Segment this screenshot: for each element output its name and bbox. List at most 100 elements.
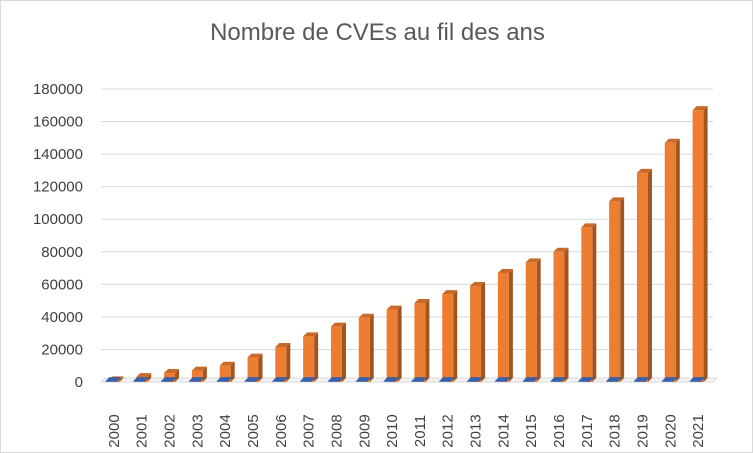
bar-2010-side [397, 305, 402, 382]
bar-2018 [609, 201, 621, 382]
bar-2017-top [581, 223, 597, 228]
base-bar-2020 [661, 381, 673, 382]
bar-2017-side [592, 223, 597, 382]
x-tick-label-2002: 2002 [162, 414, 179, 447]
base-bar-2014-top [494, 377, 510, 382]
base-bar-2007-top [300, 377, 316, 382]
bar-2002-side [175, 369, 180, 382]
base-bar-2017 [578, 381, 590, 382]
bar-2008-side [341, 322, 346, 382]
bar-2011-side [425, 299, 430, 382]
bar-2005-top [247, 353, 263, 358]
bar-2007 [303, 336, 315, 382]
base-bar-2010 [383, 381, 395, 382]
base-bar-2011-side [422, 377, 427, 382]
base-bar-2013 [467, 381, 479, 382]
base-bar-2000 [105, 381, 117, 382]
base-bar-2004 [216, 381, 228, 382]
base-bar-2003-top [188, 377, 204, 382]
base-bar-2000-top [105, 377, 121, 382]
base-bar-2012-side [450, 377, 455, 382]
bar-2001-side [147, 373, 152, 382]
x-tick-label-2006: 2006 [273, 414, 290, 447]
y-tick-label: 100000 [33, 211, 83, 228]
x-tick-label-2021: 2021 [690, 414, 707, 447]
bar-2021-top [692, 106, 708, 111]
base-bar-2020-top [661, 377, 677, 382]
base-bar-2002-top [161, 377, 177, 382]
bar-2007-top [303, 332, 319, 337]
y-tick-label: 140000 [33, 146, 83, 163]
bar-2008 [330, 326, 342, 382]
base-bar-2016-top [550, 377, 566, 382]
base-bar-2001 [133, 381, 145, 382]
x-tick-label-2000: 2000 [106, 414, 123, 447]
bar-2021 [692, 110, 704, 383]
y-tick-label: 120000 [33, 179, 83, 196]
bar-2020-side [675, 138, 680, 382]
x-tick-label-2009: 2009 [356, 414, 373, 447]
base-bar-2008 [327, 381, 339, 382]
base-bar-2021-side [700, 377, 705, 382]
bar-2014 [497, 272, 509, 382]
bar-2001-top [136, 373, 152, 378]
bar-2008-top [330, 322, 346, 327]
base-bar-2004-side [227, 377, 232, 382]
bar-2020-top [664, 138, 680, 143]
bar-2015 [525, 262, 537, 382]
bar-2006 [275, 347, 287, 382]
base-bar-2005-side [255, 377, 260, 382]
bar-2006-side [286, 343, 291, 382]
base-bar-2005-top [244, 377, 260, 382]
base-bar-2009 [355, 381, 367, 382]
base-bar-2004-top [216, 377, 232, 382]
bar-2016-side [564, 247, 569, 382]
bar-2005-side [258, 353, 263, 382]
base-bar-2015 [522, 381, 534, 382]
bar-2003-top [191, 366, 207, 371]
bar-2017 [581, 227, 593, 382]
bar-2005 [247, 357, 259, 382]
base-bar-2010-side [394, 377, 399, 382]
bar-2016-top [553, 247, 569, 252]
bar-2011 [414, 303, 426, 382]
bar-2004-top [219, 361, 235, 366]
base-bar-2019-side [644, 377, 649, 382]
y-tick-label: 160000 [33, 114, 83, 131]
base-bar-2007 [300, 381, 312, 382]
bar-2003-side [202, 366, 207, 382]
bar-2003 [191, 370, 203, 382]
base-bar-2006-top [272, 377, 288, 382]
bar-2013 [470, 285, 482, 382]
x-tick-label-2015: 2015 [523, 414, 540, 447]
base-bar-2015-side [533, 377, 538, 382]
bar-2012-top [442, 290, 458, 295]
bar-2019-side [647, 168, 652, 382]
bar-2009 [358, 317, 370, 382]
x-tick-label-2011: 2011 [412, 415, 429, 447]
bar-2009-top [358, 313, 374, 318]
x-tick-label-2020: 2020 [662, 414, 679, 447]
base-bar-2003-side [199, 377, 204, 382]
base-bar-2009-top [355, 377, 371, 382]
bar-2013-side [481, 281, 486, 382]
base-bar-2008-top [327, 377, 343, 382]
base-bar-2003 [188, 381, 200, 382]
bar-2012-side [453, 290, 458, 382]
bar-2015-top [525, 258, 541, 263]
base-bar-2014-side [505, 377, 510, 382]
bar-2004 [219, 365, 231, 382]
base-bar-2016 [550, 381, 562, 382]
base-bar-2002-side [172, 377, 177, 382]
y-tick-label: 0 [75, 374, 83, 391]
x-tick-label-2003: 2003 [189, 414, 206, 447]
y-tick-label: 180000 [33, 81, 83, 98]
bar-2010-top [386, 305, 402, 310]
x-tick-label-2012: 2012 [440, 414, 457, 447]
bar-2002-top [164, 369, 180, 374]
base-bar-2021-top [689, 377, 705, 382]
y-tick-label: 40000 [41, 309, 83, 326]
base-bar-2020-side [672, 377, 677, 382]
